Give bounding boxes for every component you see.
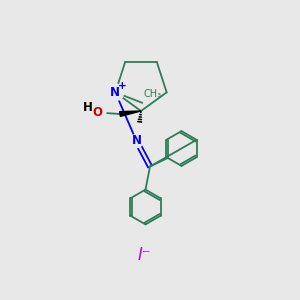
Text: CH₃: CH₃ (144, 89, 162, 99)
Text: O: O (92, 106, 103, 119)
Text: I⁻: I⁻ (137, 246, 151, 264)
Circle shape (107, 84, 124, 101)
Text: N: N (110, 86, 120, 99)
Text: +: + (118, 81, 126, 91)
Text: H: H (83, 100, 93, 114)
Circle shape (130, 134, 143, 148)
Text: N: N (131, 134, 142, 148)
Circle shape (89, 104, 106, 121)
Polygon shape (120, 111, 141, 116)
